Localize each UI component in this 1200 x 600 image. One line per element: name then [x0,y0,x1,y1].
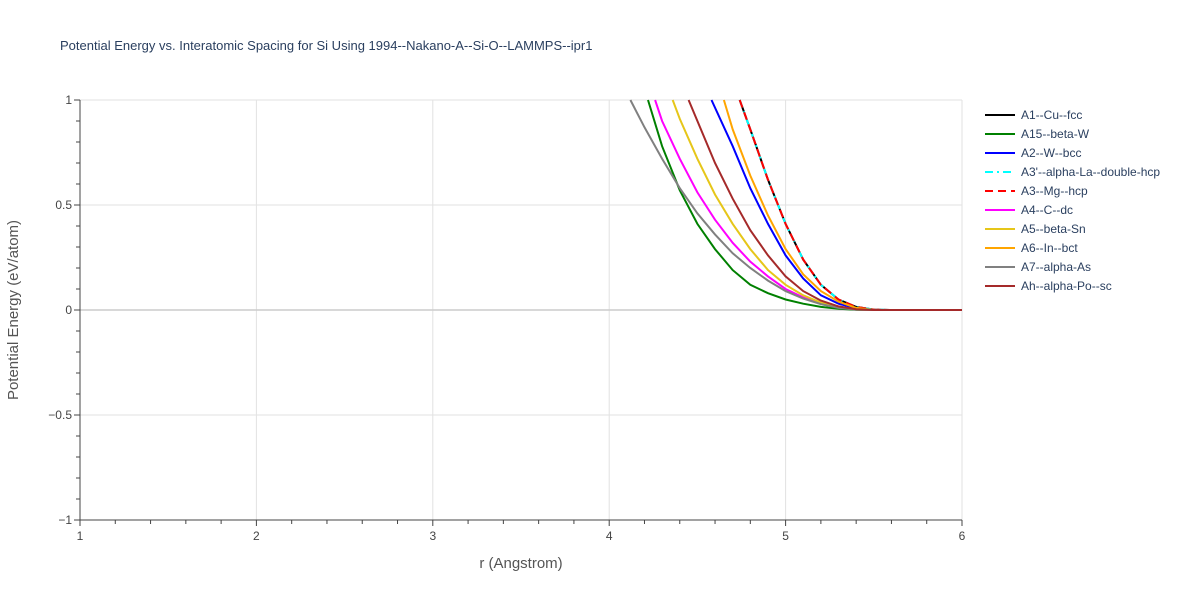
legend-item[interactable]: A4--C--dc [985,203,1073,217]
legend-item[interactable]: A6--In--bct [985,241,1078,255]
x-tick-label: 4 [606,529,613,543]
legend-label: A4--C--dc [1021,203,1073,217]
x-tick-label: 5 [782,529,789,543]
legend-item[interactable]: A3--Mg--hcp [985,184,1088,198]
legend-label: A15--beta-W [1021,127,1090,141]
y-tick-label: −0.5 [48,408,72,422]
legend-label: A1--Cu--fcc [1021,108,1082,122]
x-tick-labels: 1 2 3 4 5 6 [77,529,966,543]
y-tick-label: 0 [65,303,72,317]
x-tick-label: 1 [77,529,84,543]
series-line [738,99,962,311]
x-tick-label: 2 [253,529,260,543]
legend-item[interactable]: A7--alpha-As [985,260,1091,274]
legend-label: A2--W--bcc [1021,146,1081,160]
legend-label: A7--alpha-As [1021,260,1091,274]
legend[interactable]: A1--Cu--fcc A15--beta-W A2--W--bcc A3'--alp… [985,108,1160,293]
legend-item[interactable]: Ah--alpha-Po--sc [985,279,1112,293]
x-axis-title: r (Angstrom) [479,555,562,572]
x-tick-label: 6 [959,529,966,543]
y-tick-label: 0.5 [55,198,72,212]
axes [74,99,963,526]
legend-item[interactable]: A2--W--bcc [985,146,1081,160]
plot-area [629,99,962,311]
y-tick-labels: −1 −0.5 0 0.5 1 [48,93,72,527]
legend-item[interactable]: A15--beta-W [985,127,1090,141]
y-axis-title: Potential Energy (eV/atom) [5,220,22,400]
legend-label: A3'--alpha-La--double-hcp [1021,165,1160,179]
series-line [687,99,962,311]
legend-item[interactable]: A3'--alpha-La--double-hcp [985,165,1160,179]
legend-label: A5--beta-Sn [1021,222,1086,236]
y-tick-label: 1 [65,93,72,107]
x-tick-label: 3 [429,529,436,543]
legend-item[interactable]: A1--Cu--fcc [985,108,1082,122]
chart-title: Potential Energy vs. Interatomic Spacing… [60,38,592,53]
legend-label: A3--Mg--hcp [1021,184,1088,198]
y-tick-label: −1 [58,513,72,527]
legend-label: Ah--alpha-Po--sc [1021,279,1112,293]
legend-item[interactable]: A5--beta-Sn [985,222,1086,236]
legend-label: A6--In--bct [1021,241,1078,255]
